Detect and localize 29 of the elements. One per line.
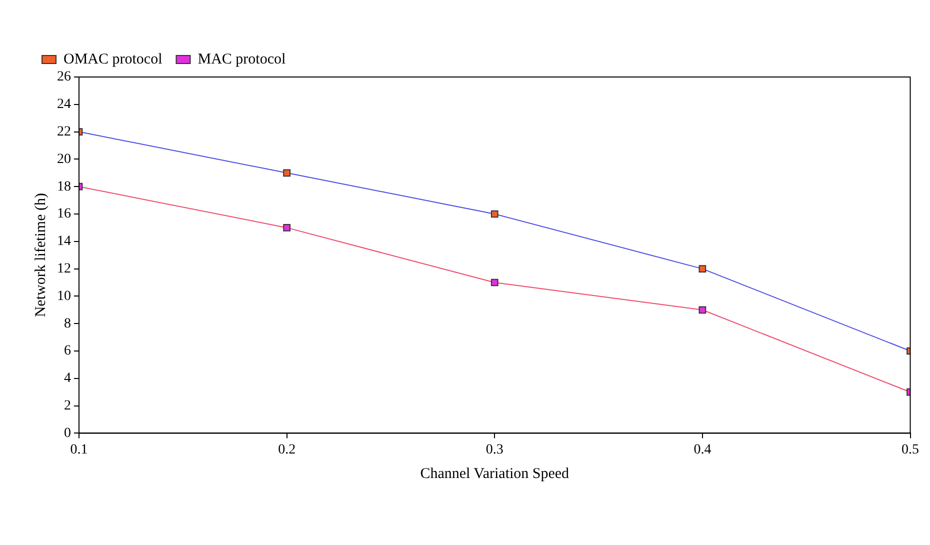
- y-axis-title: Network lifetime (h): [32, 193, 49, 318]
- x-tick-label: 0.1: [70, 442, 88, 458]
- y-tick-label: 20: [57, 152, 71, 167]
- x-tick-label: 0.2: [278, 442, 296, 458]
- point: [698, 265, 706, 272]
- y-tick-label: 2: [64, 398, 71, 414]
- y-tick-label: 8: [64, 316, 71, 332]
- y-tick-label: 26: [57, 70, 71, 85]
- point: [698, 306, 706, 314]
- point: [490, 278, 498, 286]
- y-tick-label: 24: [57, 97, 71, 112]
- x-tick-label: 0.4: [694, 442, 712, 458]
- x-tick-label: 0.5: [902, 442, 919, 458]
- y-tick-label: 14: [57, 234, 71, 250]
- x-tick-label: 0.3: [486, 442, 504, 458]
- point: [490, 210, 498, 218]
- legend-label: OMAC protocol: [64, 51, 162, 68]
- point: [283, 224, 290, 232]
- point: [283, 169, 290, 177]
- y-tick-label: 6: [64, 344, 71, 359]
- y-tick-label: 4: [64, 371, 71, 386]
- y-tick-label: 12: [57, 261, 71, 276]
- y-tick-label: 0: [64, 426, 71, 441]
- y-tick-label: 18: [57, 179, 71, 194]
- y-tick-label: 22: [57, 124, 71, 140]
- y-tick-label: 10: [57, 288, 71, 304]
- y-tick-label: 16: [57, 206, 71, 222]
- x-axis-title: Channel Variation Speed: [420, 466, 570, 482]
- legend-label: MAC protocol: [198, 51, 286, 68]
